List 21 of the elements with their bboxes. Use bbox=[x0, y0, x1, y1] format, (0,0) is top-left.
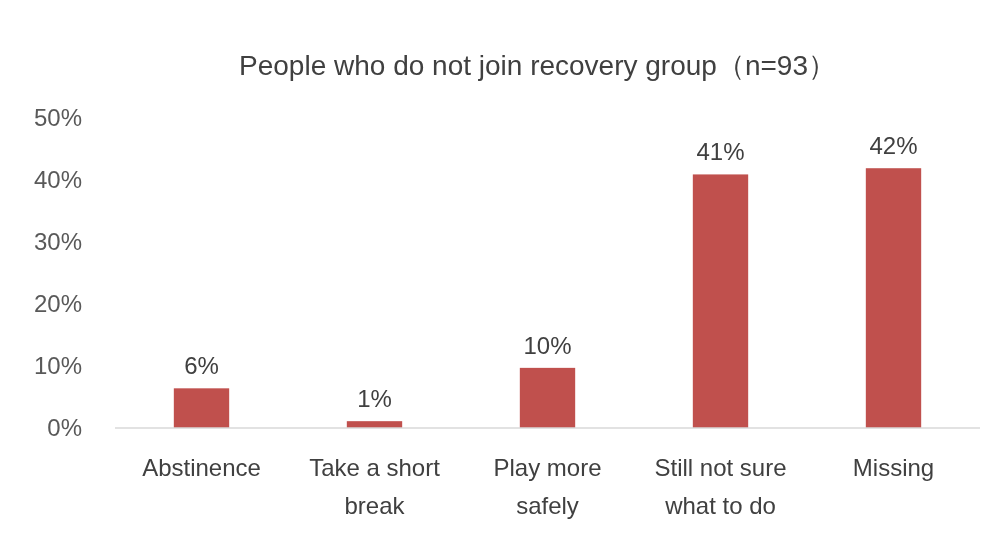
data-label: 42% bbox=[869, 132, 918, 160]
data-label: 1% bbox=[357, 385, 392, 413]
x-tick-label: Abstinence bbox=[142, 454, 261, 481]
data-label: 41% bbox=[696, 138, 745, 166]
bar bbox=[519, 367, 576, 428]
bar bbox=[173, 388, 230, 428]
x-tick-label: Still not sure what to do bbox=[654, 454, 787, 519]
x-tick-label: Play more safely bbox=[493, 454, 602, 519]
y-tick-label: 10% bbox=[33, 352, 82, 380]
y-tick-label: 0% bbox=[47, 414, 82, 442]
x-tick-label: Missing bbox=[852, 454, 935, 481]
x-tick-label: Take a short break bbox=[309, 454, 441, 519]
data-label: 10% bbox=[523, 331, 572, 359]
chart-title: People who do not join recovery group（n=93） bbox=[239, 50, 836, 81]
y-tick-label: 40% bbox=[33, 166, 82, 194]
data-label: 6% bbox=[184, 352, 219, 380]
bar bbox=[692, 174, 749, 428]
y-tick-label: 30% bbox=[33, 228, 82, 256]
y-tick-label: 50% bbox=[33, 104, 82, 132]
bar bbox=[865, 168, 922, 428]
y-tick-label: 20% bbox=[33, 290, 82, 318]
